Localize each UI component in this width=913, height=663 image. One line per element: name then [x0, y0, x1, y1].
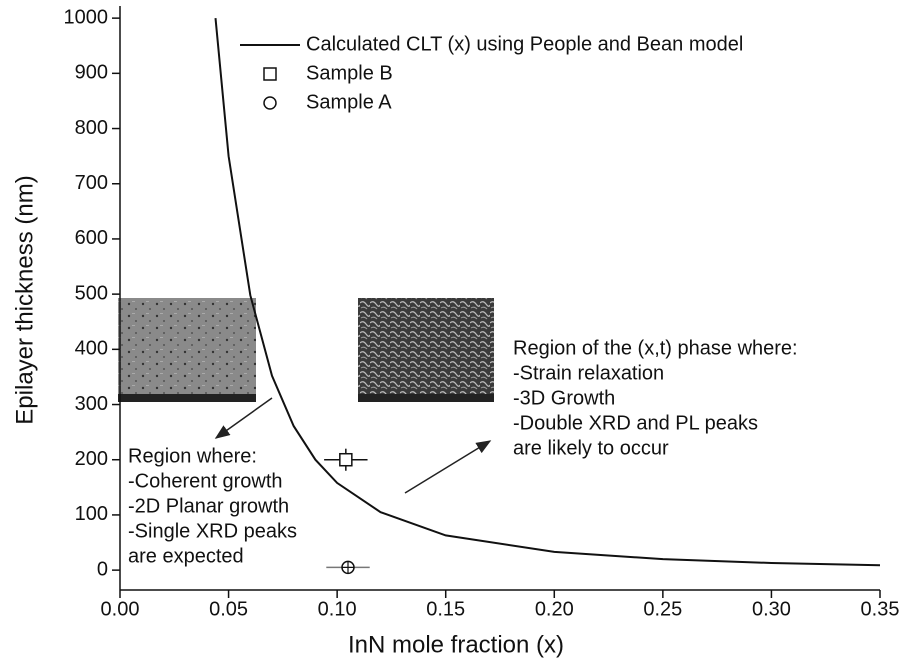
y-tick-label: 500 — [75, 282, 108, 304]
y-tick-label: 1000 — [64, 6, 109, 28]
x-tick-label: 0.35 — [861, 598, 900, 620]
legend-label: Sample B — [306, 62, 393, 84]
x-tick-label: 0.15 — [426, 598, 465, 620]
x-tick-label: 0.05 — [209, 598, 248, 620]
point — [263, 96, 277, 110]
y-tick-label: 900 — [75, 62, 108, 84]
annotation-text: -Coherent growth — [128, 470, 283, 492]
annotation-text: -Double XRD and PL peaks — [513, 412, 758, 434]
legend-label: Sample A — [306, 91, 392, 113]
annotation-text: Region of the (x,t) phase where: — [513, 337, 798, 359]
arrow — [404, 440, 492, 494]
point — [263, 67, 277, 81]
point — [339, 452, 353, 467]
y-axis-title: Epilayer thickness (nm) — [11, 175, 38, 424]
x-tick-label: 0.00 — [101, 598, 140, 620]
y-tick-label: 300 — [75, 393, 108, 415]
x-axis-title: InN mole fraction (x) — [348, 631, 564, 658]
sem-image-bar — [118, 394, 256, 402]
y-tick-label: 200 — [75, 448, 108, 470]
y-tick-label: 700 — [75, 172, 108, 194]
annotation-text: -3D Growth — [513, 387, 615, 409]
annotation-text: -Strain relaxation — [513, 362, 664, 384]
sem-image-bar — [358, 394, 494, 402]
x-tick-label: 0.10 — [318, 598, 357, 620]
legend-label: Calculated CLT (x) using People and Bean… — [306, 33, 743, 55]
inset-images — [118, 298, 494, 402]
y-tick-label: 800 — [75, 117, 108, 139]
sem-image — [118, 298, 256, 402]
annotation-text: are likely to occur — [513, 437, 669, 459]
clt-curve — [214, 18, 881, 567]
annotation-text: -2D Planar growth — [128, 495, 289, 517]
x-tick-label: 0.25 — [643, 598, 682, 620]
y-tick-label: 600 — [75, 227, 108, 249]
annotation-text: are expected — [128, 545, 244, 567]
annotation-text: Region where: — [128, 445, 257, 467]
sem-image — [358, 298, 494, 402]
x-tick-label: 0.20 — [535, 598, 574, 620]
point-cross — [342, 561, 354, 574]
annotation-text: -Single XRD peaks — [128, 520, 297, 542]
y-tick-label: 400 — [75, 338, 108, 360]
y-tick-label: 100 — [75, 503, 108, 525]
arrow — [214, 397, 273, 439]
y-tick-label: 0 — [97, 558, 108, 580]
x-tick-label: 0.30 — [752, 598, 791, 620]
